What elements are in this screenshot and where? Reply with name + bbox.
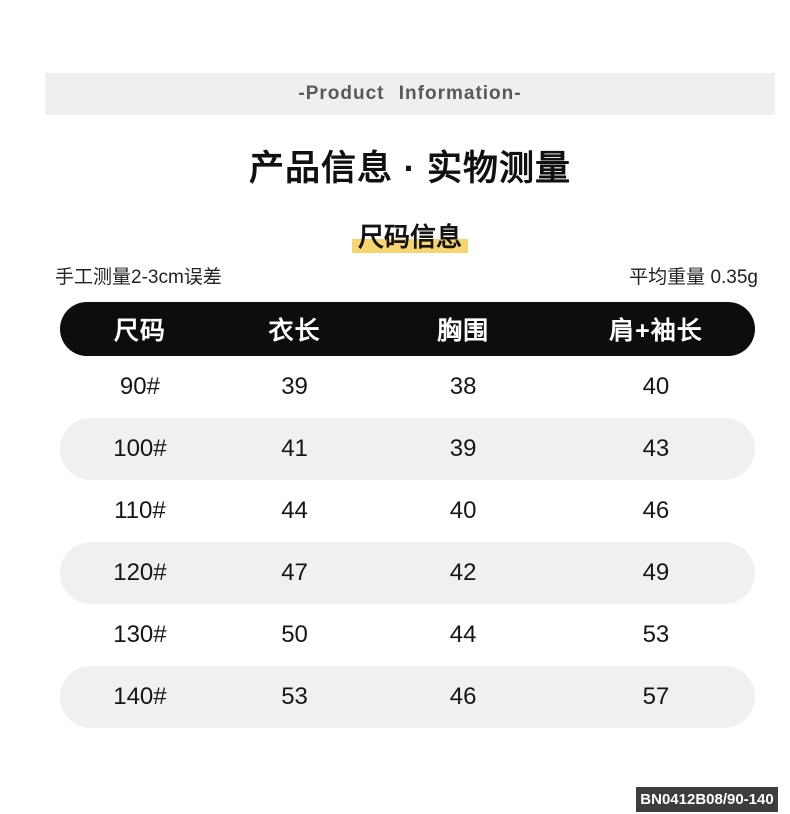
table-row: 140# 53 46 57 (60, 666, 755, 728)
length-value: 39 (281, 373, 308, 400)
length-value: 41 (281, 435, 308, 462)
header-shoulder-sleeve: 肩+袖长 (609, 317, 703, 345)
shoulder-sleeve-value: 49 (642, 559, 670, 586)
chest-value: 39 (449, 435, 477, 462)
sku-badge-label: BN0412B08/90-140 (640, 791, 774, 808)
banner-label: -Product Information- (298, 83, 522, 104)
size-table: 尺码 衣长 胸围 肩+袖长 90# 39 38 40 100# 41 39 43… (60, 302, 755, 728)
chest-value: 44 (449, 621, 477, 648)
length-value: 53 (281, 683, 308, 710)
chest-value: 46 (449, 683, 477, 710)
product-information-banner: -Product Information- (45, 73, 775, 115)
size-value: 100# (113, 435, 167, 462)
page-title: 产品信息 · 实物测量 (248, 149, 572, 188)
length-value: 50 (281, 621, 308, 648)
size-value: 130# (113, 621, 167, 648)
size-value: 90# (119, 373, 160, 400)
size-table-header: 尺码 衣长 胸围 肩+袖长 (60, 302, 755, 356)
shoulder-sleeve-value: 57 (642, 683, 670, 710)
shoulder-sleeve-value: 40 (642, 373, 670, 400)
size-info-label: 尺码信息 (351, 219, 468, 255)
sku-badge: BN0412B08/90-140 (636, 787, 778, 812)
table-row: 110# 44 40 46 (60, 480, 755, 542)
header-garment-length: 衣长 (268, 317, 321, 345)
shoulder-sleeve-value: 43 (642, 435, 670, 462)
average-weight-note: 平均重量 0.35g (629, 267, 758, 288)
shoulder-sleeve-value: 46 (642, 497, 670, 524)
size-info-section-heading: 尺码信息 (45, 219, 775, 255)
length-value: 44 (281, 497, 308, 524)
table-row: 100# 41 39 43 (60, 418, 755, 480)
chest-value: 42 (449, 559, 477, 586)
table-row: 120# 47 42 49 (60, 542, 755, 604)
chest-value: 38 (449, 373, 477, 400)
chest-value: 40 (449, 497, 477, 524)
table-row: 130# 50 44 53 (60, 604, 755, 666)
shoulder-sleeve-value: 53 (642, 621, 670, 648)
length-value: 47 (281, 559, 308, 586)
table-row: 90# 39 38 40 (60, 356, 755, 418)
measurement-tolerance-note: 手工测量2-3cm误差 (55, 267, 222, 288)
header-size: 尺码 (113, 317, 166, 345)
header-chest: 胸围 (437, 317, 490, 345)
size-value: 110# (114, 497, 166, 524)
size-value: 140# (113, 683, 167, 710)
size-value: 120# (113, 559, 167, 586)
